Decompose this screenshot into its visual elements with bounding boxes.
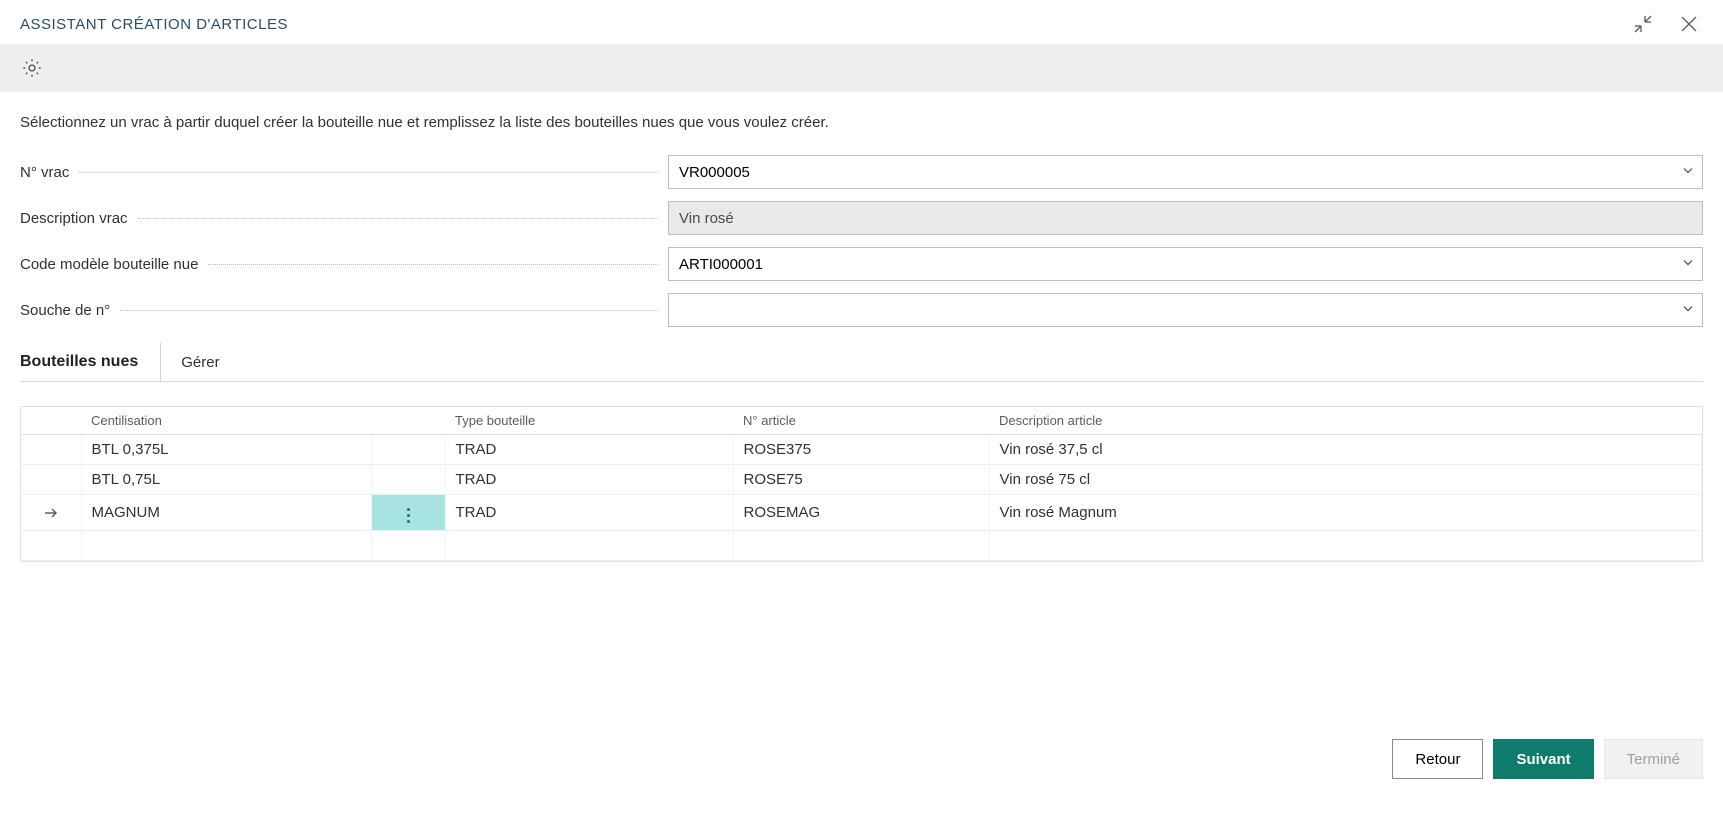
modele-input[interactable] (668, 247, 1703, 281)
cell-centilisation[interactable]: BTL 0,375L (81, 435, 371, 465)
next-button[interactable]: Suivant (1493, 739, 1593, 779)
cell-type-bouteille[interactable]: TRAD (445, 465, 733, 495)
page-title: ASSISTANT CRÉATION D'ARTICLES (20, 16, 288, 33)
vrac-no-input[interactable] (668, 155, 1703, 189)
bottles-grid: Centilisation Type bouteille N° article … (20, 406, 1703, 562)
col-header-indicator (21, 407, 81, 435)
toolbar (0, 44, 1723, 92)
cell-no-article[interactable]: ROSEMAG (733, 495, 989, 531)
col-header-centilisation[interactable]: Centilisation (81, 407, 371, 435)
wizard-footer: Retour Suivant Terminé (1392, 739, 1703, 779)
souche-input[interactable] (668, 293, 1703, 327)
cell-centilisation[interactable] (81, 531, 371, 561)
wizard-window: ASSISTANT CRÉATION D'ARTICLES (0, 0, 1723, 831)
close-icon[interactable] (1675, 10, 1703, 38)
cell-centilisation[interactable]: MAGNUM (81, 495, 371, 531)
cell-type-bouteille[interactable]: TRAD (445, 495, 733, 531)
table-row[interactable]: BTL 0,75L TRADROSE75Vin rosé 75 cl (21, 465, 1702, 495)
row-indicator-cell (21, 531, 81, 561)
label-modele: Code modèle bouteille nue (20, 256, 204, 273)
label-souche: Souche de n° (20, 302, 116, 319)
cell-centilisation[interactable]: BTL 0,75L (81, 465, 371, 495)
cell-description-article[interactable]: Vin rosé 37,5 cl (989, 435, 1702, 465)
cell-no-article[interactable]: ROSE375 (733, 435, 989, 465)
cell-type-bouteille[interactable]: TRAD (445, 435, 733, 465)
dots (120, 310, 658, 311)
manage-button[interactable]: Gérer (161, 344, 239, 381)
grid-header-row: Centilisation Type bouteille N° article … (21, 407, 1702, 435)
col-header-actions (371, 407, 445, 435)
form-row-modele: Code modèle bouteille nue (20, 247, 1703, 281)
row-actions-cell[interactable] (371, 435, 445, 465)
dots (79, 172, 658, 173)
intro-text: Sélectionnez un vrac à partir duquel cré… (20, 114, 1703, 131)
row-actions-cell[interactable] (371, 465, 445, 495)
form-row-vrac-desc: Description vrac (20, 201, 1703, 235)
kebab-icon[interactable] (407, 503, 410, 528)
vrac-desc-input (668, 201, 1703, 235)
cell-description-article[interactable] (989, 531, 1702, 561)
label-vrac-no: N° vrac (20, 164, 75, 181)
cell-type-bouteille[interactable] (445, 531, 733, 561)
cell-no-article[interactable]: ROSE75 (733, 465, 989, 495)
col-header-type[interactable]: Type bouteille (445, 407, 733, 435)
form-row-vrac-no: N° vrac (20, 155, 1703, 189)
arrow-right-icon (31, 505, 71, 521)
gear-icon[interactable] (18, 54, 46, 82)
row-actions-cell[interactable] (371, 531, 445, 561)
table-row[interactable]: BTL 0,375L TRADROSE375Vin rosé 37,5 cl (21, 435, 1702, 465)
cell-description-article[interactable]: Vin rosé 75 cl (989, 465, 1702, 495)
dots (138, 218, 658, 219)
col-header-description[interactable]: Description article (989, 407, 1702, 435)
col-header-no-article[interactable]: N° article (733, 407, 989, 435)
row-indicator-cell (21, 435, 81, 465)
back-button[interactable]: Retour (1392, 739, 1483, 779)
cell-description-article[interactable]: Vin rosé Magnum (989, 495, 1702, 531)
row-indicator-cell (21, 465, 81, 495)
finish-button: Terminé (1604, 739, 1703, 779)
section-header: Bouteilles nues Gérer (20, 343, 1703, 382)
row-indicator-cell (21, 495, 81, 531)
wizard-header: ASSISTANT CRÉATION D'ARTICLES (0, 0, 1723, 44)
section-title: Bouteilles nues (20, 343, 161, 381)
collapse-icon[interactable] (1629, 10, 1657, 38)
dots (208, 264, 658, 265)
table-row[interactable]: MAGNUM TRADROSEMAGVin rosé Magnum (21, 495, 1702, 531)
table-row[interactable] (21, 531, 1702, 561)
form-row-souche: Souche de n° (20, 293, 1703, 327)
row-actions-cell[interactable] (371, 495, 445, 531)
header-actions (1629, 10, 1703, 38)
wizard-body: Sélectionnez un vrac à partir duquel cré… (0, 92, 1723, 562)
cell-no-article[interactable] (733, 531, 989, 561)
label-vrac-desc: Description vrac (20, 210, 134, 227)
